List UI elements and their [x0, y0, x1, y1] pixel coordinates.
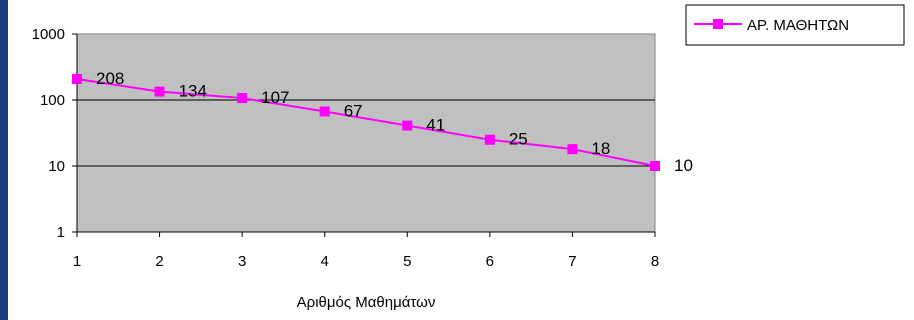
x-tick-label: 2 — [155, 253, 163, 270]
x-tick-label: 8 — [651, 253, 659, 270]
data-label: 25 — [509, 130, 528, 149]
y-tick-label: 1000 — [32, 26, 65, 43]
data-label: 41 — [426, 116, 445, 135]
data-point-marker — [237, 93, 248, 104]
x-axis-title: Αριθμός Μαθημάτων — [297, 294, 436, 311]
data-label: 18 — [591, 139, 610, 158]
data-label: 134 — [179, 82, 207, 101]
y-tick-label: 1 — [57, 224, 65, 241]
data-point-marker — [154, 86, 165, 97]
legend-series-marker — [713, 19, 723, 29]
data-label: 10 — [674, 156, 693, 175]
data-label: 208 — [96, 69, 124, 88]
x-axis-tick-labels: 1 2 3 4 5 6 7 8 — [73, 232, 659, 270]
y-tick-label: 100 — [40, 92, 65, 109]
plot-area — [76, 33, 656, 233]
gridlines — [77, 99, 655, 167]
series-line — [76, 78, 656, 167]
legend: ΑΡ. ΜΑΘΗΤΩΝ — [685, 4, 905, 46]
legend-series-label: ΑΡ. ΜΑΘΗΤΩΝ — [747, 17, 849, 34]
series-layer — [72, 74, 660, 171]
y-axis-tick-labels: 1 10 100 1000 — [32, 26, 77, 241]
x-tick-label: 1 — [73, 253, 81, 270]
data-labels: 208 134 107 67 41 25 18 10 — [96, 69, 693, 175]
data-label: 67 — [344, 101, 363, 120]
x-tick-label: 3 — [238, 253, 246, 270]
x-tick-label: 6 — [486, 253, 494, 270]
data-label: 107 — [261, 88, 289, 107]
data-point-marker — [650, 161, 660, 171]
data-point-marker — [319, 106, 330, 117]
x-tick-label: 4 — [321, 253, 329, 270]
data-point-marker — [72, 74, 82, 85]
data-point-marker — [567, 144, 578, 155]
x-tick-label: 5 — [403, 253, 411, 270]
data-point-marker — [402, 120, 413, 131]
x-tick-label: 7 — [568, 253, 576, 270]
y-tick-label: 10 — [48, 158, 65, 175]
data-point-marker — [484, 134, 495, 145]
